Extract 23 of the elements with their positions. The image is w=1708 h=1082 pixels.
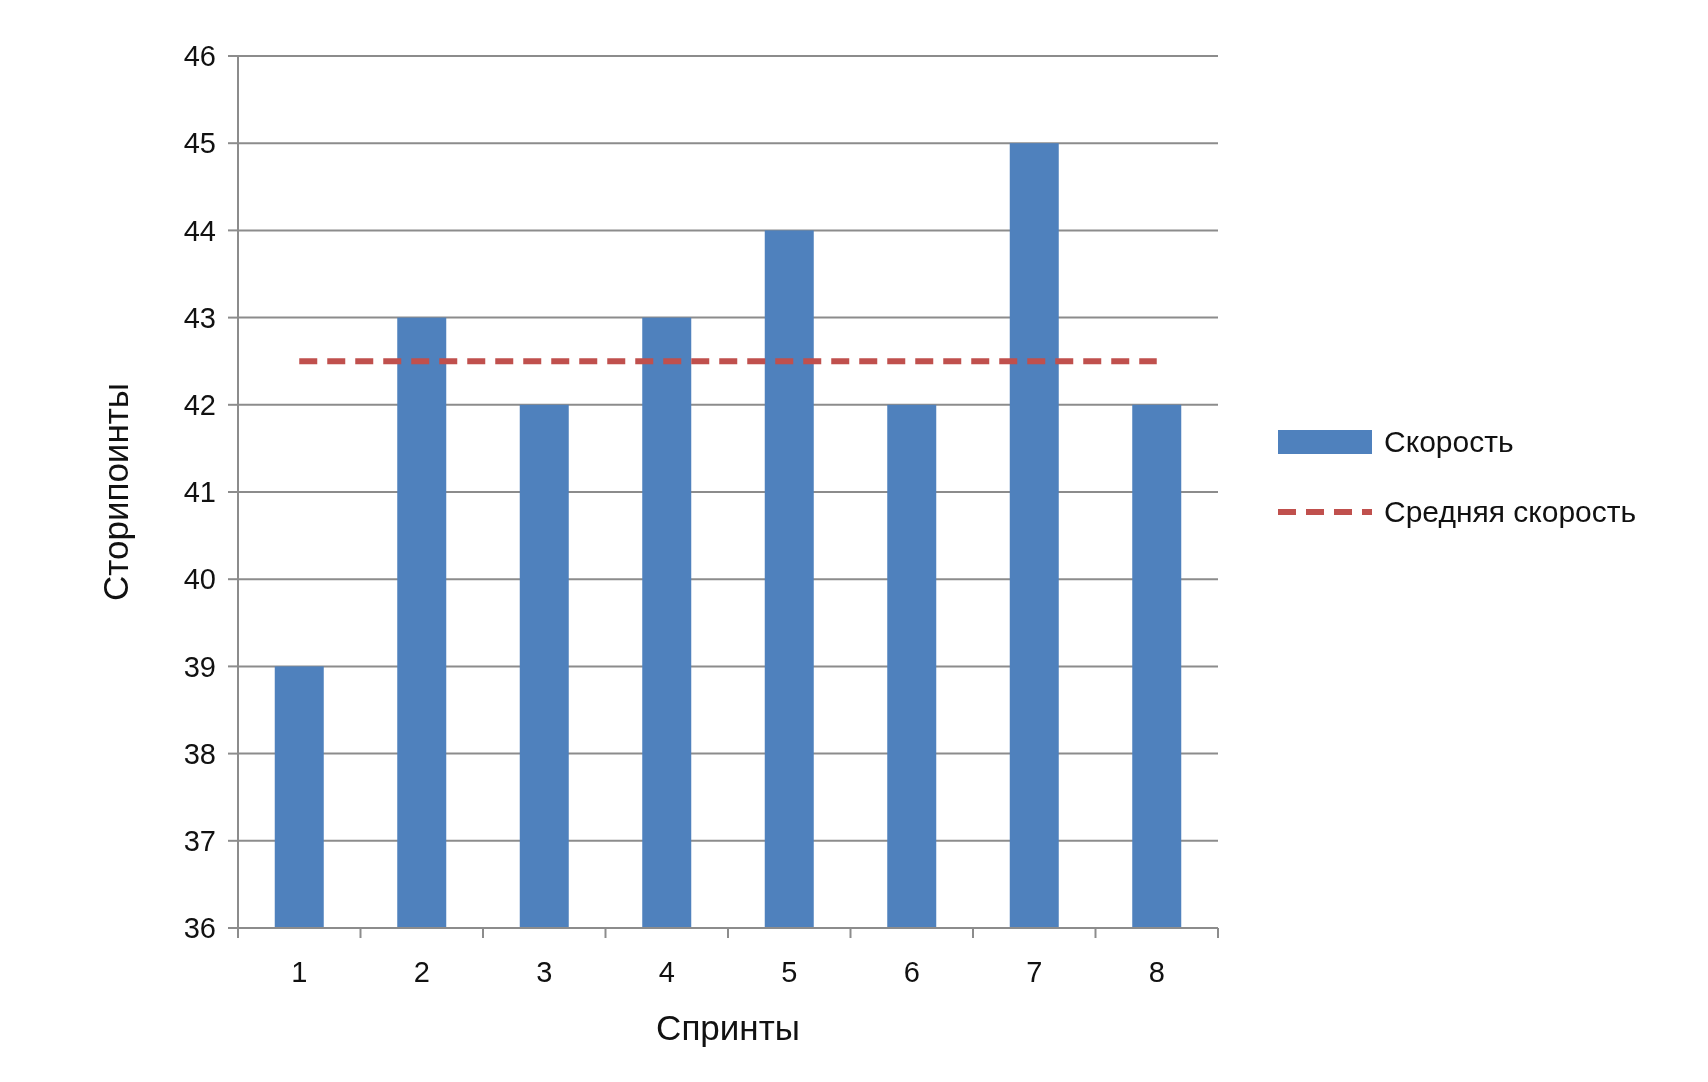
y-tick-label: 45 bbox=[183, 127, 216, 160]
x-axis-title: Спринты bbox=[656, 1008, 800, 1047]
legend-label: Средняя скорость bbox=[1384, 495, 1637, 528]
y-tick-label: 39 bbox=[183, 650, 216, 683]
x-tick-label: 5 bbox=[781, 956, 798, 988]
x-tick-label: 2 bbox=[413, 956, 430, 988]
x-tick-label: 7 bbox=[1026, 956, 1043, 988]
x-tick-label: 6 bbox=[903, 956, 920, 988]
y-tick-label: 44 bbox=[183, 214, 216, 247]
y-tick-label: 43 bbox=[183, 301, 216, 334]
x-tick-label: 3 bbox=[536, 956, 553, 988]
y-tick-label: 37 bbox=[183, 824, 216, 857]
y-tick-label: 46 bbox=[183, 40, 216, 73]
x-tick-label: 1 bbox=[291, 956, 308, 988]
x-tick-label: 4 bbox=[658, 956, 675, 988]
y-tick-label: 42 bbox=[183, 388, 216, 421]
legend-label: Скорость bbox=[1384, 425, 1514, 458]
y-tick-label: 40 bbox=[183, 563, 216, 596]
y-tick-label: 36 bbox=[183, 912, 216, 945]
x-tick-label: 8 bbox=[1148, 956, 1165, 988]
y-axis-title: Сторипоинты bbox=[96, 383, 135, 601]
y-tick-label: 38 bbox=[183, 737, 216, 770]
y-tick-label: 41 bbox=[183, 476, 216, 509]
